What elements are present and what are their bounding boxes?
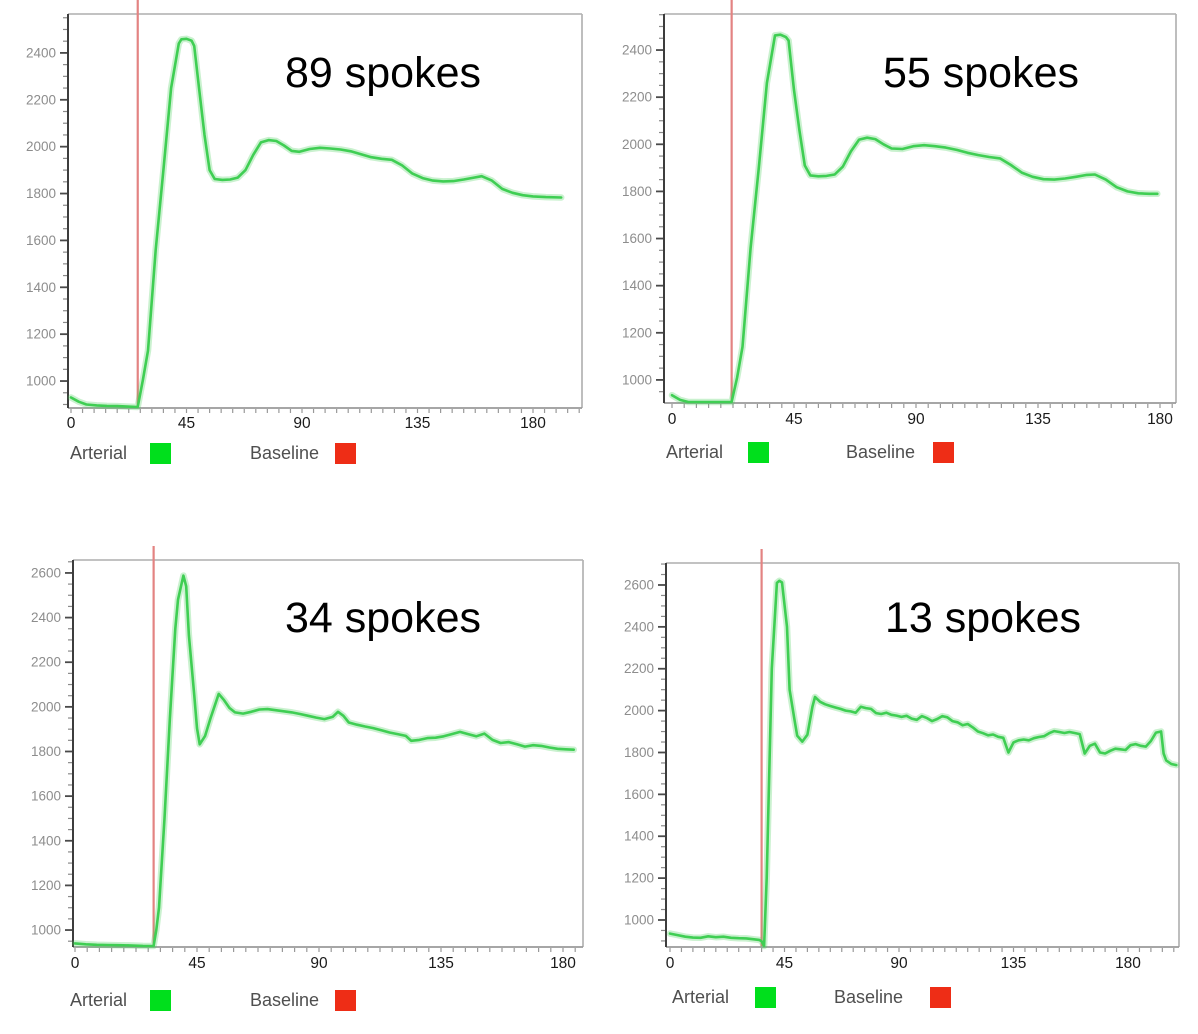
- chart-plot-area: 1000 1200 1400 1600 1800 2000 2200 2400 0 45 90 135…: [622, 0, 1177, 428]
- x-tick-label: 135: [428, 955, 454, 972]
- y-tick-label: 2000: [31, 699, 61, 714]
- legend-baseline-swatch: [933, 442, 954, 463]
- y-tick-label: 2200: [624, 661, 654, 676]
- x-tick-label: 135: [405, 415, 431, 432]
- legend-arterial-swatch: [150, 990, 171, 1011]
- y-tick-label: 1600: [622, 231, 652, 246]
- arterial-line: [73, 574, 576, 948]
- x-tick-label: 135: [1001, 955, 1027, 972]
- legend-baseline-label: Baseline: [250, 443, 319, 463]
- x-tick-label: 0: [666, 955, 675, 972]
- x-tick-label: 0: [71, 955, 80, 972]
- x-tick-label: 45: [188, 955, 205, 972]
- y-tick-label: 1400: [624, 829, 654, 844]
- chart-legend: Arterial Baseline: [70, 990, 356, 1011]
- legend-baseline-swatch: [335, 990, 356, 1011]
- y-tick-label: 2400: [624, 619, 654, 634]
- x-tick-label: 180: [550, 955, 576, 972]
- y-tick-label: 1000: [622, 372, 652, 387]
- legend-arterial-swatch: [150, 443, 171, 464]
- chart-title: 89 spokes: [285, 49, 481, 97]
- x-tick-label: 90: [310, 955, 328, 972]
- y-tick-label: 1600: [624, 787, 654, 802]
- y-tick-label: 2000: [624, 703, 654, 718]
- y-tick-label: 2200: [31, 655, 61, 670]
- x-tick-label: 180: [1147, 411, 1173, 428]
- chart-panel-89-spokes: 1000 1200 1400 1600 1800 2000 2200 2400 0 45 90 135…: [26, 0, 583, 464]
- y-tick-label: 1400: [31, 833, 61, 848]
- legend-baseline-label: Baseline: [250, 990, 319, 1010]
- y-tick-label: 1800: [26, 186, 56, 201]
- y-tick-label: 1400: [26, 280, 56, 295]
- chart-panel-55-spokes: 1000 1200 1400 1600 1800 2000 2200 2400 0 45 90 135…: [622, 0, 1177, 463]
- x-tick-label: 0: [67, 415, 76, 432]
- y-tick-label: 2000: [26, 139, 56, 154]
- y-tick-label: 1200: [26, 327, 56, 342]
- legend-arterial-label: Arterial: [672, 987, 729, 1007]
- y-tick-label: 2600: [31, 565, 61, 580]
- chart-title: 55 spokes: [883, 49, 1079, 97]
- y-tick-label: 1000: [31, 923, 61, 938]
- y-tick-label: 2400: [26, 45, 56, 60]
- chart-title: 34 spokes: [285, 594, 481, 642]
- y-tick-label: 2000: [622, 137, 652, 152]
- x-tick-label: 135: [1025, 411, 1051, 428]
- legend-arterial-label: Arterial: [666, 442, 723, 462]
- legend-baseline-swatch: [335, 443, 356, 464]
- y-tick-label: 1800: [624, 745, 654, 760]
- arterial-line: [670, 33, 1159, 404]
- y-tick-label: 1200: [31, 878, 61, 893]
- chart-panel-34-spokes: 1000 1200 1400 1600 1800 2000 2200 2400 2600 0 45 9…: [31, 546, 584, 1011]
- y-tick-label: 2200: [26, 92, 56, 107]
- arterial-line: [69, 37, 563, 409]
- chart-title: 13 spokes: [885, 594, 1081, 642]
- chart-plot-area: 1000 1200 1400 1600 1800 2000 2200 2400 0 45 90 135…: [26, 0, 583, 432]
- arterial-line: [668, 579, 1178, 948]
- chart-legend: Arterial Baseline: [672, 987, 951, 1008]
- chart-plot-area: 1000 1200 1400 1600 1800 2000 2200 2400 2600 0 45 9…: [31, 546, 584, 972]
- y-tick-label: 1800: [31, 744, 61, 759]
- y-tick-label: 1000: [624, 912, 654, 927]
- legend-arterial-label: Arterial: [70, 443, 127, 463]
- y-tick-label: 1600: [31, 789, 61, 804]
- y-tick-label: 1200: [622, 325, 652, 340]
- y-tick-label: 1600: [26, 233, 56, 248]
- legend-baseline-swatch: [930, 987, 951, 1008]
- x-tick-label: 90: [907, 411, 925, 428]
- y-tick-label: 1000: [26, 374, 56, 389]
- x-tick-label: 45: [785, 411, 802, 428]
- legend-baseline-label: Baseline: [834, 987, 903, 1007]
- chart-panel-13-spokes: 1000 1200 1400 1600 1800 2000 2200 2400 2600 0 45 9…: [624, 549, 1180, 1008]
- x-tick-label: 45: [178, 415, 195, 432]
- x-tick-label: 90: [890, 955, 908, 972]
- legend-arterial-swatch: [755, 987, 776, 1008]
- chart-legend: Arterial Baseline: [70, 443, 356, 464]
- chart-legend: Arterial Baseline: [666, 442, 954, 463]
- y-tick-label: 2400: [31, 610, 61, 625]
- x-tick-label: 180: [520, 415, 546, 432]
- y-tick-label: 1800: [622, 184, 652, 199]
- y-tick-label: 2600: [624, 577, 654, 592]
- y-tick-label: 2400: [622, 43, 652, 58]
- x-tick-label: 0: [668, 411, 677, 428]
- y-tick-label: 1400: [622, 278, 652, 293]
- x-tick-label: 45: [776, 955, 793, 972]
- y-tick-label: 2200: [622, 90, 652, 105]
- x-tick-label: 90: [293, 415, 311, 432]
- legend-arterial-swatch: [748, 442, 769, 463]
- legend-arterial-label: Arterial: [70, 990, 127, 1010]
- x-tick-label: 180: [1115, 955, 1141, 972]
- chart-plot-area: 1000 1200 1400 1600 1800 2000 2200 2400 2600 0 45 9…: [624, 549, 1180, 972]
- legend-baseline-label: Baseline: [846, 442, 915, 462]
- y-tick-label: 1200: [624, 871, 654, 886]
